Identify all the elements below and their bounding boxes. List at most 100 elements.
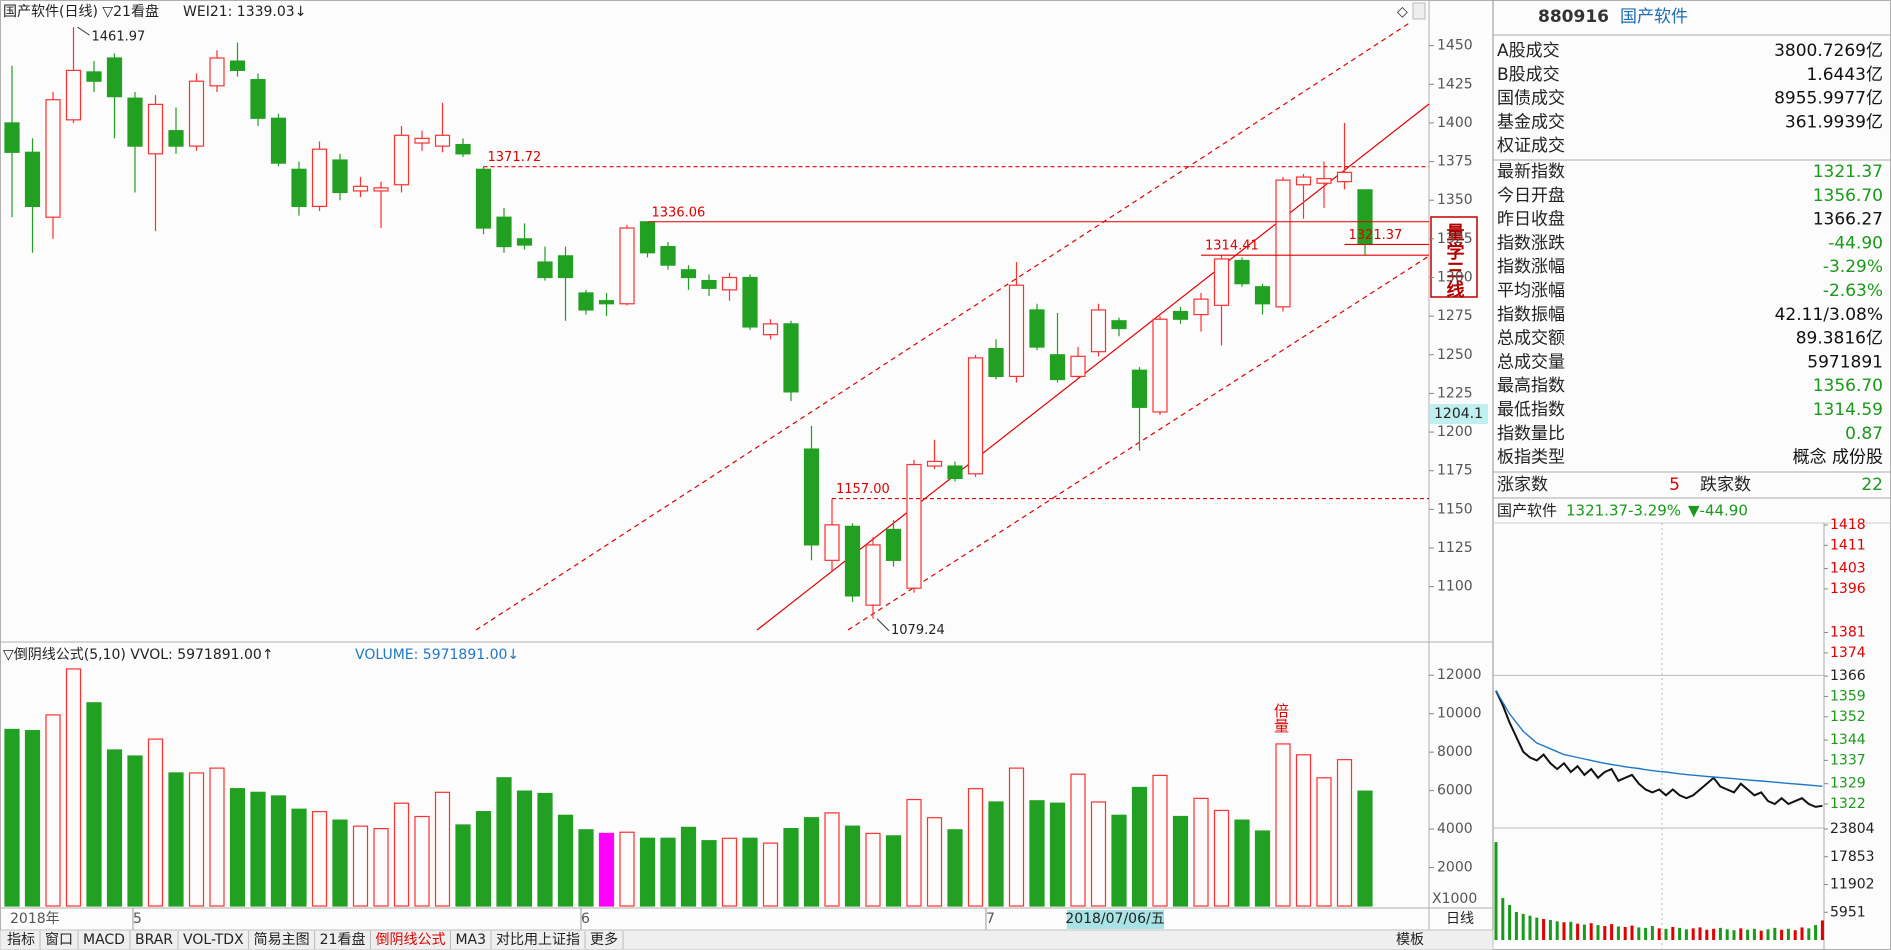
volume-unit: X1000 [1432,891,1477,907]
indicator-value: WEI21: 1339.03↓ [183,4,306,20]
y-tick-label: 1250 [1437,347,1473,363]
y-tick-label: 2000 [1437,860,1473,876]
candle-body [639,221,656,254]
candle-body [988,347,1004,378]
intraday-volume-bar [1691,928,1695,940]
template-button[interactable]: 模板 [1396,932,1424,948]
channel-upper [475,21,1412,631]
volume-bar [352,825,369,907]
volume-bar [1275,743,1291,907]
intraday-volume-bar [1725,929,1729,940]
y-tick-label: 11902 [1830,877,1875,893]
y-tick-label: 1175 [1437,463,1473,479]
row-label: 最低指数 [1497,400,1565,420]
y-tick-label: 1403 [1830,561,1866,577]
period-label: 日线 [1446,911,1474,927]
scroll-handle[interactable] [1412,2,1426,20]
row-value: 1314.59 [1813,400,1883,420]
price-level-label: 1157.00 [836,482,890,497]
y-tick-label: 23804 [1830,821,1875,837]
tab[interactable]: MACD [83,932,125,948]
volume-bar [1193,797,1209,907]
row-value: -44.90 [1828,233,1883,253]
price-level-label: 1336.06 [652,205,706,220]
candle-body [1316,177,1332,184]
window-icon[interactable]: ◇ [1397,4,1408,20]
volume-bar [291,808,307,907]
row-value: 3800.7269亿 [1774,41,1883,61]
tab[interactable]: 指标 [7,932,35,948]
tab[interactable]: 倒阴线公式 [375,932,445,948]
date-label: 2018/07/06/五 [1065,911,1164,927]
candle-body [947,465,963,480]
intraday-volume-bar [1582,924,1586,940]
y-tick-label: 1275 [1437,308,1473,324]
volume-bar [209,767,225,907]
candle-body [1172,310,1189,320]
y-tick-label: 1425 [1437,76,1473,92]
row-label: 昨日收盘 [1497,210,1565,230]
volume-bar [434,791,451,907]
row-label: 基金成交 [1497,112,1565,132]
candle-body [332,159,348,194]
volume-bar [1213,809,1230,907]
row-value: 1366.27 [1813,210,1883,230]
volume-bar [721,837,738,907]
tab[interactable]: 窗口 [45,931,73,948]
intraday-volume-bar [1820,920,1824,940]
tab[interactable]: 对比用上证指 [496,932,580,948]
candle-body [4,122,20,153]
candle-body [270,117,287,164]
volume-bar [844,825,861,907]
candle-body [906,463,922,589]
volume-bar [1090,801,1107,907]
tab[interactable]: MA3 [455,932,486,948]
y-tick-label: 8000 [1437,744,1473,760]
y-tick-label: 17853 [1830,849,1875,865]
y-tick-label: 1200 [1437,424,1473,440]
down-count-label: 跌家数 [1700,475,1751,495]
volume-bar [270,795,287,907]
volume-bar [619,831,635,907]
volume-bar [188,772,205,907]
tab[interactable]: 简易主图 [254,931,310,948]
candle-body [393,134,410,186]
intraday-volume-bar [1684,929,1688,940]
row-label: 平均涨幅 [1497,281,1565,301]
volume-bar [229,788,246,907]
volume-bar [824,812,840,907]
intraday-volume-bar [1739,928,1743,940]
price-level-label: 1314.41 [1205,239,1259,254]
candle-body [844,525,861,597]
peak-label: 1461.97 [92,30,146,45]
tab[interactable]: 21看盘 [320,931,366,948]
candle-body [660,245,676,266]
y-tick-label: 1300 [1437,269,1473,285]
row-label: 指数涨幅 [1497,257,1565,277]
row-value: 1356.70 [1813,376,1883,396]
volume-bar [311,811,328,907]
volume-bar [967,788,984,907]
candle-body [250,79,266,119]
candle-body [1275,179,1291,308]
x-label: 7 [986,911,995,927]
y-tick-label: 1125 [1437,540,1473,556]
volume-bar [557,814,574,907]
name: 国产软件 [1620,7,1688,27]
volume-indicator: VOLUME: 5971891.00↓ [355,647,519,663]
candle-body [434,134,451,147]
volume-bar [742,837,758,907]
row-value: 0.87 [1845,424,1883,444]
up-count-label: 涨家数 [1497,475,1548,495]
tab[interactable]: 更多 [590,931,618,948]
candle-body [291,168,307,207]
row-label: 板指类型 [1497,448,1565,468]
tab[interactable]: BRAR [135,932,173,948]
volume-bar [947,829,963,907]
y-tick-label: 1350 [1437,192,1473,208]
tab[interactable]: VOL-TDX [183,932,244,948]
intraday-volume-bar [1508,905,1512,940]
candle-body [86,71,102,82]
intraday-volume-bar [1752,928,1756,940]
intraday-volume-bar [1596,925,1600,940]
